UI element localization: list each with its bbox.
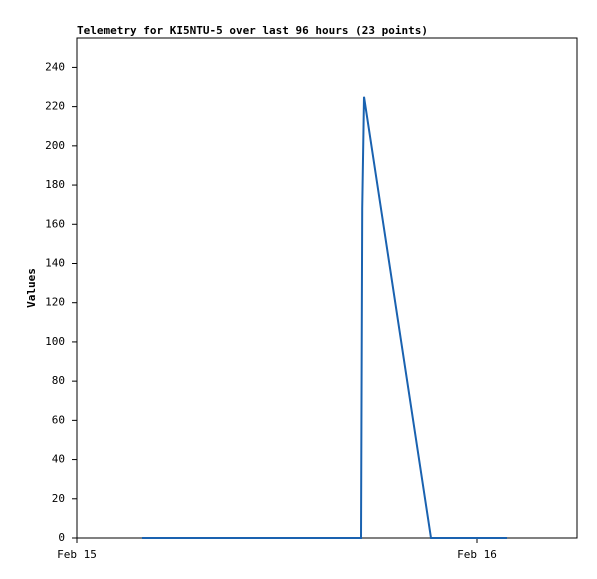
y-tick-label: 100 [45,335,65,348]
y-tick-label: 20 [52,492,65,505]
y-tick-label: 180 [45,178,65,191]
x-tick-label: Feb 16 [457,548,497,561]
y-tick-label: 80 [52,374,65,387]
y-tick-label: 220 [45,100,65,113]
y-tick-label: 60 [52,413,65,426]
y-axis-title: Values [25,268,38,308]
y-tick-label: 40 [52,453,65,466]
y-tick-label: 0 [58,531,65,544]
chart-title: Telemetry for KI5NTU-5 over last 96 hour… [77,24,428,37]
y-tick-label: 200 [45,139,65,152]
y-tick-label: 240 [45,60,65,73]
data-line [142,96,507,539]
y-tick-label: 140 [45,256,65,269]
y-tick-label: 120 [45,296,65,309]
x-tick-label: Feb 15 [57,548,97,561]
y-tick-label: 160 [45,217,65,230]
